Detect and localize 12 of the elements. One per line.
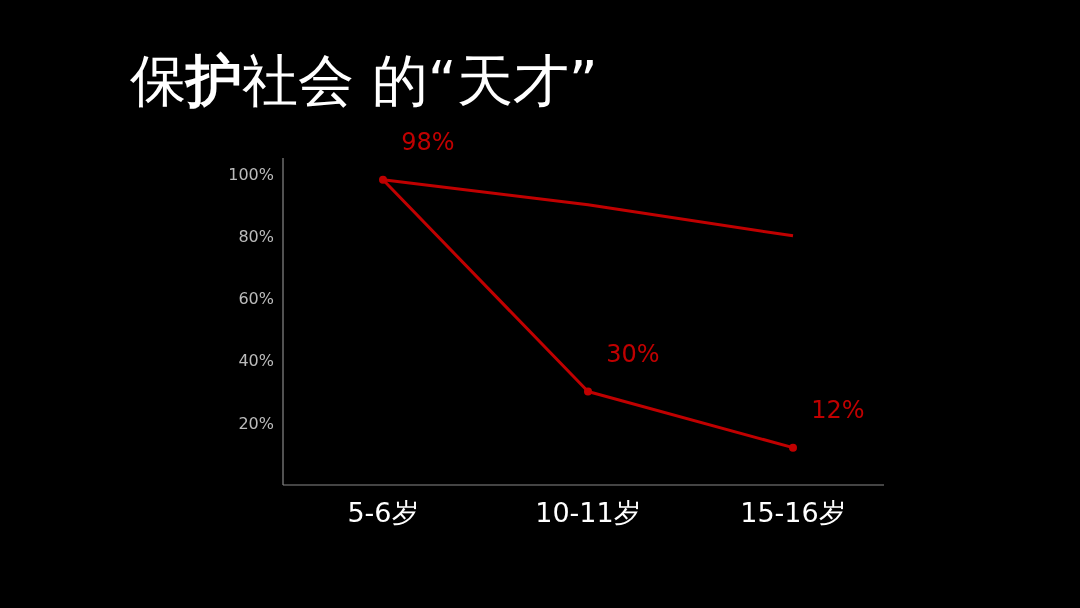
y-tick-label: 20% xyxy=(238,413,274,433)
y-tick-label: 60% xyxy=(238,289,274,309)
x-tick-label: 10-11岁 xyxy=(535,497,641,528)
data-label: 12% xyxy=(811,395,865,424)
y-tick-label: 40% xyxy=(238,351,274,371)
x-tick-label: 5-6岁 xyxy=(347,497,419,528)
title: 保护社会 的“天才” xyxy=(130,48,598,113)
data-label: 30% xyxy=(606,339,660,368)
data-label: 98% xyxy=(401,127,455,156)
y-tick-label: 80% xyxy=(238,226,274,246)
y-tick-label: 100% xyxy=(228,164,274,184)
x-tick-label: 15-16岁 xyxy=(740,497,846,528)
